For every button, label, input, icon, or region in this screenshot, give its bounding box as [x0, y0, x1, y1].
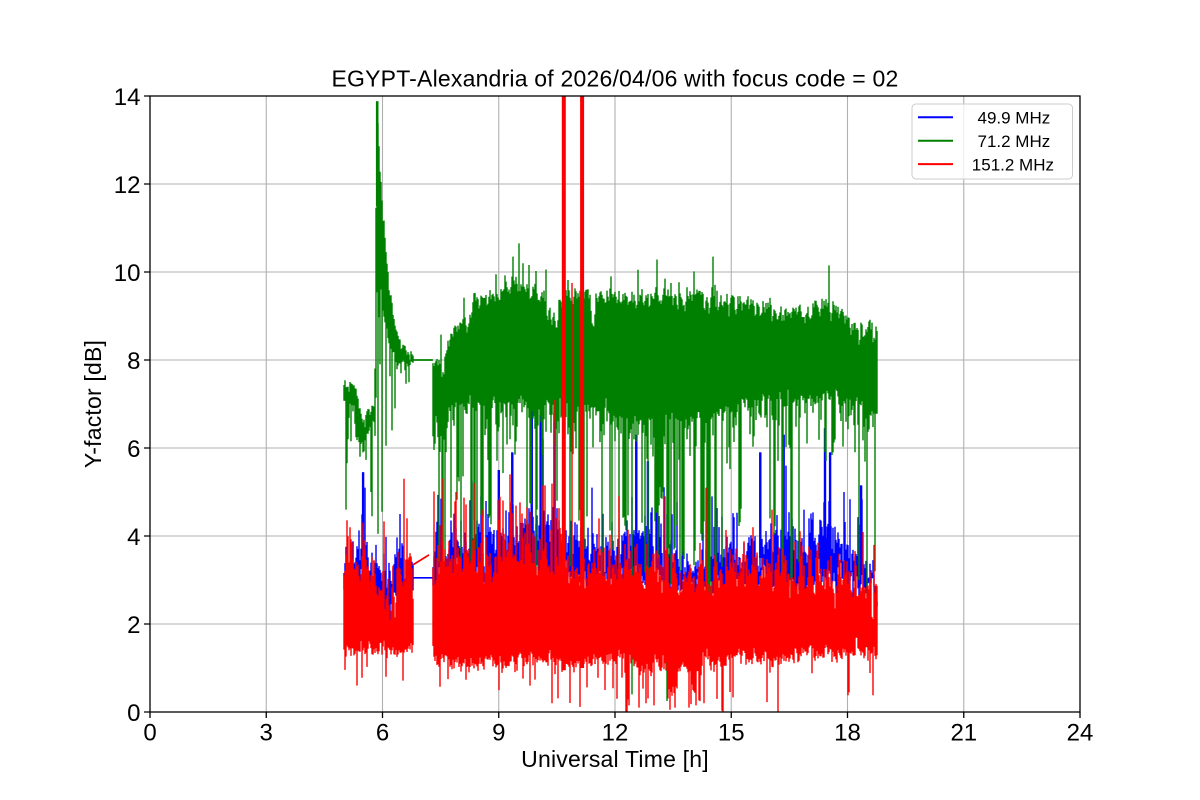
svg-text:18: 18	[834, 720, 861, 747]
svg-text:151.2 MHz: 151.2 MHz	[972, 155, 1054, 174]
svg-text:8: 8	[127, 348, 140, 375]
svg-text:6: 6	[376, 720, 389, 747]
svg-text:6: 6	[127, 436, 140, 463]
svg-text:3: 3	[260, 720, 273, 747]
svg-text:71.2 MHz: 71.2 MHz	[978, 132, 1051, 151]
svg-text:21: 21	[950, 720, 977, 747]
svg-text:0: 0	[127, 700, 140, 727]
svg-text:12: 12	[114, 172, 141, 199]
svg-text:14: 14	[114, 84, 141, 111]
svg-text:9: 9	[492, 720, 505, 747]
svg-text:15: 15	[718, 720, 745, 747]
svg-text:10: 10	[114, 260, 141, 287]
svg-text:2: 2	[127, 612, 140, 639]
svg-text:24: 24	[1067, 720, 1094, 747]
svg-text:0: 0	[143, 720, 156, 747]
svg-text:4: 4	[127, 524, 140, 551]
svg-text:Universal Time [h]: Universal Time [h]	[521, 746, 709, 772]
svg-text:49.9 MHz: 49.9 MHz	[978, 109, 1051, 128]
svg-text:EGYPT-Alexandria of 2026/04/06: EGYPT-Alexandria of 2026/04/06 with focu…	[331, 66, 898, 92]
svg-text:Y-factor [dB]: Y-factor [dB]	[80, 340, 106, 468]
svg-text:12: 12	[602, 720, 629, 747]
